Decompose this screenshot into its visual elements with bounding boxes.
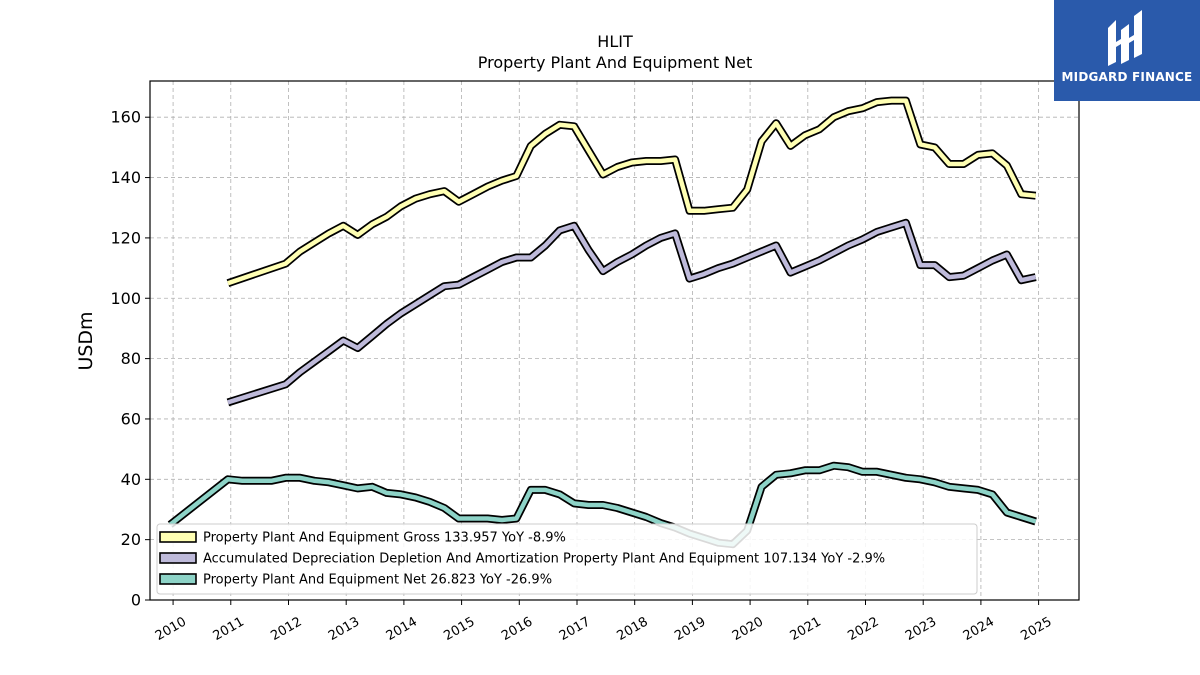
legend-swatch (159, 531, 197, 543)
x-tick-label: 2016 (499, 614, 535, 644)
y-ticks: 0 20 40 60 80 100 120 140 160 (110, 108, 150, 610)
y-tick-label: 0 (131, 591, 141, 610)
series-2 (226, 218, 1037, 407)
series-line (227, 98, 1036, 286)
x-tick-label: 2012 (268, 614, 304, 644)
legend: Property Plant And Equipment Gross 133.9… (156, 523, 978, 595)
x-ticks: 2010 2011 2012 2013 2014 2015 2016 2017 2018 2019… (153, 600, 1055, 644)
y-tick-label: 140 (110, 168, 141, 187)
legend-entry: Property Plant And Equipment Net 26.823 … (203, 573, 552, 588)
logo-text: MIDGARD FINANCE (1061, 70, 1193, 84)
x-tick-label: 2017 (557, 614, 593, 644)
y-tick-label: 60 (121, 409, 141, 428)
logo-mark-icon (1108, 10, 1142, 66)
series-1 (226, 96, 1037, 287)
y-axis-label: USDm (75, 311, 97, 370)
legend-entry: Accumulated Depreciation Depletion And A… (203, 552, 885, 567)
x-tick-label: 2015 (441, 614, 477, 644)
x-tick-label: 2013 (326, 614, 362, 644)
x-tick-label: 2021 (788, 614, 824, 644)
legend-swatch (159, 573, 197, 585)
x-tick-label: 2020 (730, 614, 766, 644)
series-line (227, 220, 1037, 405)
y-tick-label: 120 (110, 228, 141, 247)
x-tick-label: 2022 (845, 614, 881, 644)
legend-swatch (159, 552, 197, 564)
series-layer (167, 96, 1037, 549)
x-tick-label: 2010 (153, 614, 189, 644)
legend-box (156, 523, 978, 595)
x-tick-label: 2018 (615, 614, 651, 644)
chart-subtitle: Property Plant And Equipment Net (478, 53, 753, 72)
x-tick-label: 2014 (384, 614, 420, 644)
y-tick-label: 80 (121, 349, 141, 368)
legend-entry: Property Plant And Equipment Gross 133.9… (203, 531, 566, 546)
series-3 (167, 461, 1037, 549)
y-tick-label: 100 (110, 289, 141, 308)
series-line (168, 463, 1037, 547)
y-tick-label: 20 (121, 530, 141, 549)
x-tick-label: 2011 (211, 614, 247, 644)
x-tick-label: 2023 (903, 614, 939, 644)
x-tick-label: 2024 (961, 614, 997, 644)
x-tick-label: 2025 (1018, 614, 1054, 644)
midgard-finance-logo: MIDGARD FINANCE (1054, 0, 1200, 101)
x-tick-label: 2019 (672, 614, 708, 644)
y-tick-label: 40 (121, 470, 141, 489)
axes-frame (149, 80, 1080, 601)
y-tick-label: 160 (110, 108, 141, 127)
chart-title: HLIT (597, 32, 633, 51)
